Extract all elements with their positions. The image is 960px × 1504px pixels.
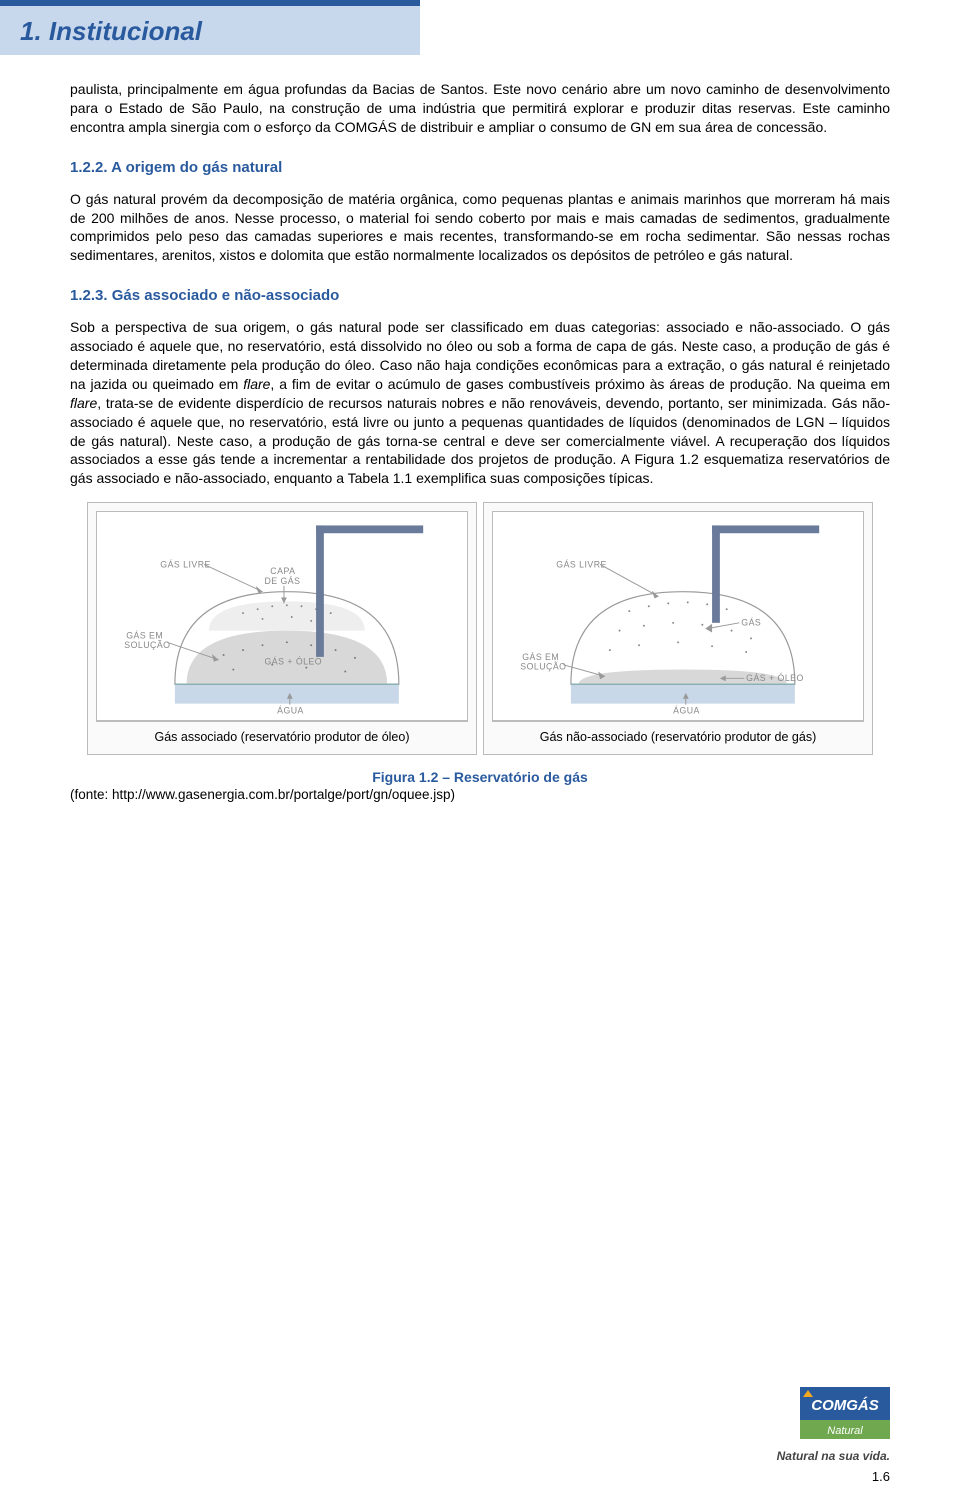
flare-1: flare: [243, 376, 270, 392]
figure-source: (fonte: http://www.gasenergia.com.br/por…: [70, 787, 890, 802]
heading-123: 1.2.3. Gás associado e não-associado: [70, 287, 890, 304]
caption-associado: Gás associado (reservatório produtor de …: [96, 721, 468, 746]
section-title: 1. Institucional: [20, 16, 400, 47]
svg-text:SOLUÇÃO: SOLUÇÃO: [124, 640, 170, 650]
logo-sub: Natural: [800, 1423, 890, 1439]
text-123-c: , trata-se de evidente disperdício de re…: [70, 395, 890, 487]
page-number: 1.6: [70, 1469, 890, 1484]
text-123: Sob a perspectiva de sua origem, o gás n…: [70, 318, 890, 488]
svg-text:ÁGUA: ÁGUA: [673, 706, 700, 716]
svg-text:GÁS EM: GÁS EM: [126, 631, 163, 641]
text-123-b: , a fim de evitar o acúmulo de gases com…: [270, 376, 890, 392]
comgas-logo: COMGÁS Natural: [800, 1387, 890, 1439]
svg-text:GÁS: GÁS: [741, 618, 761, 628]
svg-text:GÁS + ÓLEO: GÁS + ÓLEO: [264, 657, 322, 667]
caption-nao-associado: Gás não-associado (reservatório produtor…: [492, 721, 864, 746]
svg-text:GÁS LIVRE: GÁS LIVRE: [556, 560, 607, 570]
tagline: Natural na sua vida.: [70, 1449, 890, 1463]
diagram-associado-svg: GÁS LIVRE CAPA DE GÁS GÁS EM SOLUÇÃO GÁS…: [96, 511, 468, 721]
page-footer: COMGÁS Natural Natural na sua vida. 1.6: [0, 1387, 960, 1484]
heading-122: 1.2.2. A origem do gás natural: [70, 159, 890, 176]
svg-text:SOLUÇÃO: SOLUÇÃO: [520, 662, 566, 672]
svg-text:CAPA: CAPA: [270, 566, 295, 576]
diagram-nao-associado: GÁS LIVRE GÁS GÁS EM SOLUÇÃO GÁS + ÓLEO …: [483, 502, 873, 755]
svg-text:GÁS LIVRE: GÁS LIVRE: [160, 560, 211, 570]
flare-2: flare: [70, 395, 97, 411]
intro-paragraph: paulista, principalmente em água profund…: [70, 80, 890, 137]
diagram-nao-associado-svg: GÁS LIVRE GÁS GÁS EM SOLUÇÃO GÁS + ÓLEO …: [492, 511, 864, 721]
text-122: O gás natural provém da decomposição de …: [70, 190, 890, 266]
section-header: 1. Institucional: [0, 0, 420, 55]
figure-title: Figura 1.2 – Reservatório de gás: [70, 769, 890, 785]
svg-text:GÁS + ÓLEO: GÁS + ÓLEO: [746, 673, 804, 683]
diagram-associado: GÁS LIVRE CAPA DE GÁS GÁS EM SOLUÇÃO GÁS…: [87, 502, 477, 755]
svg-text:GÁS EM: GÁS EM: [522, 652, 559, 662]
logo-main: COMGÁS: [800, 1387, 890, 1423]
figure-row: GÁS LIVRE CAPA DE GÁS GÁS EM SOLUÇÃO GÁS…: [70, 502, 890, 755]
svg-text:DE GÁS: DE GÁS: [264, 576, 300, 586]
svg-text:ÁGUA: ÁGUA: [277, 706, 304, 716]
